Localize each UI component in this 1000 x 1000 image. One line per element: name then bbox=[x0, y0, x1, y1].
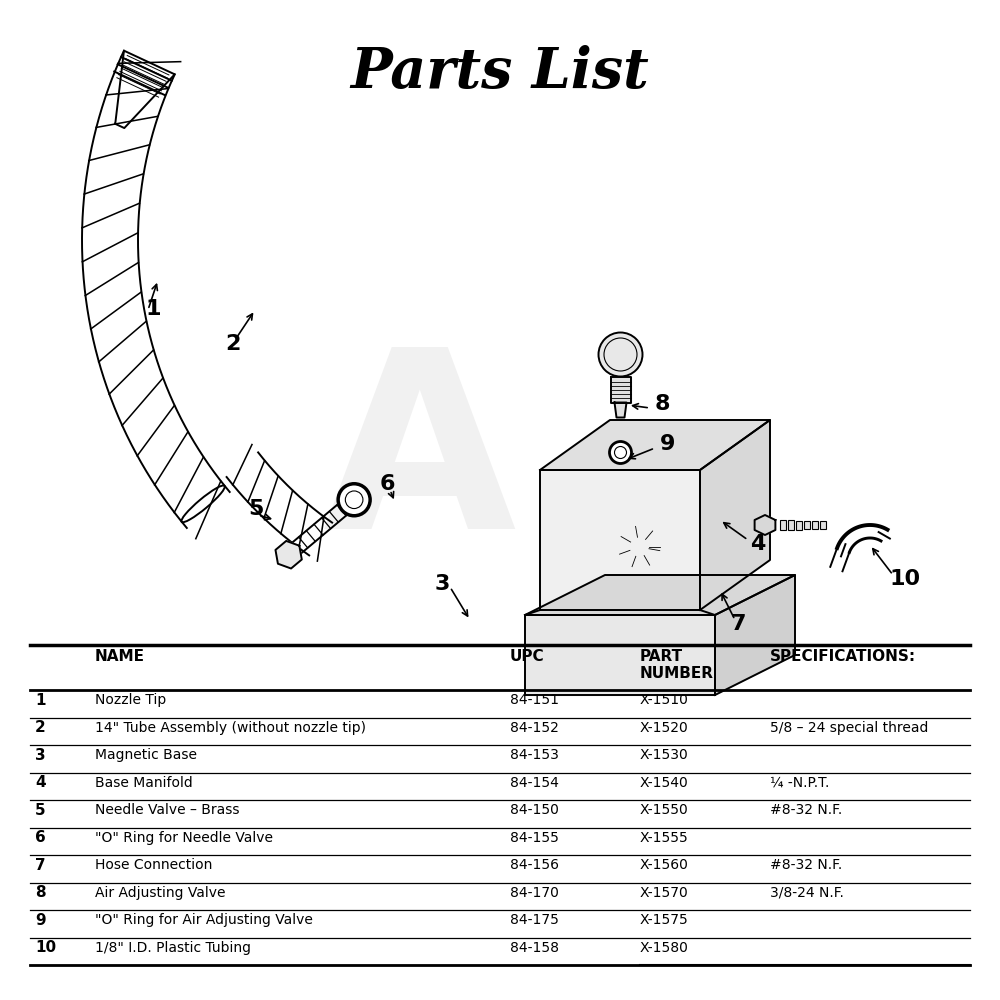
Text: 84-158: 84-158 bbox=[510, 941, 559, 955]
Text: UPC: UPC bbox=[510, 649, 545, 664]
Text: 3: 3 bbox=[435, 574, 450, 594]
Bar bbox=[804, 521, 810, 529]
Text: 9: 9 bbox=[660, 434, 675, 454]
Text: 8: 8 bbox=[35, 885, 46, 900]
Text: Nozzle Tip: Nozzle Tip bbox=[95, 693, 166, 707]
Text: 84-156: 84-156 bbox=[510, 858, 559, 872]
Text: 84-155: 84-155 bbox=[510, 831, 559, 845]
Text: 1/8" I.D. Plastic Tubing: 1/8" I.D. Plastic Tubing bbox=[95, 941, 251, 955]
Polygon shape bbox=[700, 420, 770, 610]
Text: NAME: NAME bbox=[95, 649, 145, 664]
Text: 7: 7 bbox=[730, 614, 746, 634]
Circle shape bbox=[338, 484, 370, 516]
Bar bbox=[796, 520, 802, 530]
Polygon shape bbox=[610, 376, 631, 402]
Text: X-1555: X-1555 bbox=[640, 831, 689, 845]
Polygon shape bbox=[275, 541, 302, 568]
Text: A: A bbox=[323, 339, 517, 581]
Text: X-1580: X-1580 bbox=[640, 941, 689, 955]
Polygon shape bbox=[715, 575, 795, 695]
Text: 84-170: 84-170 bbox=[510, 886, 559, 900]
Text: "O" Ring for Air Adjusting Valve: "O" Ring for Air Adjusting Valve bbox=[95, 913, 313, 927]
Text: X-1570: X-1570 bbox=[640, 886, 689, 900]
Text: 2: 2 bbox=[225, 334, 240, 354]
Text: 9: 9 bbox=[35, 913, 46, 928]
Text: 6: 6 bbox=[380, 474, 396, 494]
Circle shape bbox=[612, 438, 630, 456]
Text: Air Adjusting Valve: Air Adjusting Valve bbox=[95, 886, 226, 900]
Text: 84-152: 84-152 bbox=[510, 721, 559, 735]
Bar bbox=[780, 520, 786, 530]
Text: 8: 8 bbox=[655, 394, 670, 414]
Text: 1: 1 bbox=[145, 299, 160, 319]
Text: X-1510: X-1510 bbox=[640, 693, 689, 707]
Text: 5/8 – 24 special thread: 5/8 – 24 special thread bbox=[770, 721, 928, 735]
Text: 84-150: 84-150 bbox=[510, 803, 559, 817]
Text: 14" Tube Assembly (without nozzle tip): 14" Tube Assembly (without nozzle tip) bbox=[95, 721, 366, 735]
Text: Base Manifold: Base Manifold bbox=[95, 776, 193, 790]
Polygon shape bbox=[540, 470, 700, 610]
Text: 10: 10 bbox=[35, 940, 56, 955]
Text: 7: 7 bbox=[35, 858, 46, 873]
Text: 10: 10 bbox=[890, 569, 921, 589]
Text: 84-153: 84-153 bbox=[510, 748, 559, 762]
Text: "O" Ring for Needle Valve: "O" Ring for Needle Valve bbox=[95, 831, 273, 845]
Text: 84-151: 84-151 bbox=[510, 693, 559, 707]
Text: 4: 4 bbox=[35, 775, 46, 790]
Polygon shape bbox=[540, 420, 770, 470]
Text: Magnetic Base: Magnetic Base bbox=[95, 748, 197, 762]
Text: X-1530: X-1530 bbox=[640, 748, 689, 762]
Text: 3: 3 bbox=[35, 748, 46, 763]
Polygon shape bbox=[755, 515, 775, 535]
Text: SPECIFICATIONS:: SPECIFICATIONS: bbox=[770, 649, 916, 664]
Text: 1: 1 bbox=[35, 693, 46, 708]
Text: Needle Valve – Brass: Needle Valve – Brass bbox=[95, 803, 240, 817]
Text: Hose Connection: Hose Connection bbox=[95, 858, 212, 872]
Text: 84-175: 84-175 bbox=[510, 913, 559, 927]
Text: X-1560: X-1560 bbox=[640, 858, 689, 872]
Circle shape bbox=[610, 442, 632, 464]
Text: 5: 5 bbox=[248, 499, 263, 519]
Circle shape bbox=[598, 332, 642, 376]
Polygon shape bbox=[614, 402, 626, 418]
Text: ¼ -N.P.T.: ¼ -N.P.T. bbox=[770, 776, 829, 790]
Text: 6: 6 bbox=[35, 830, 46, 845]
Text: 84-154: 84-154 bbox=[510, 776, 559, 790]
Text: X-1550: X-1550 bbox=[640, 803, 689, 817]
Polygon shape bbox=[525, 575, 795, 615]
Text: X-1575: X-1575 bbox=[640, 913, 689, 927]
Polygon shape bbox=[525, 615, 715, 695]
Text: 5: 5 bbox=[35, 803, 46, 818]
Text: #8-32 N.F.: #8-32 N.F. bbox=[770, 803, 842, 817]
Text: X-1540: X-1540 bbox=[640, 776, 689, 790]
Text: 4: 4 bbox=[750, 534, 765, 554]
Text: Parts List: Parts List bbox=[351, 45, 649, 100]
Bar bbox=[820, 521, 826, 529]
Text: 2: 2 bbox=[35, 720, 46, 735]
Bar bbox=[788, 520, 794, 530]
Text: X-1520: X-1520 bbox=[640, 721, 689, 735]
Text: PART
NUMBER: PART NUMBER bbox=[640, 649, 714, 681]
Bar bbox=[812, 521, 818, 529]
Text: #8-32 N.F.: #8-32 N.F. bbox=[770, 858, 842, 872]
Text: 3/8-24 N.F.: 3/8-24 N.F. bbox=[770, 886, 844, 900]
